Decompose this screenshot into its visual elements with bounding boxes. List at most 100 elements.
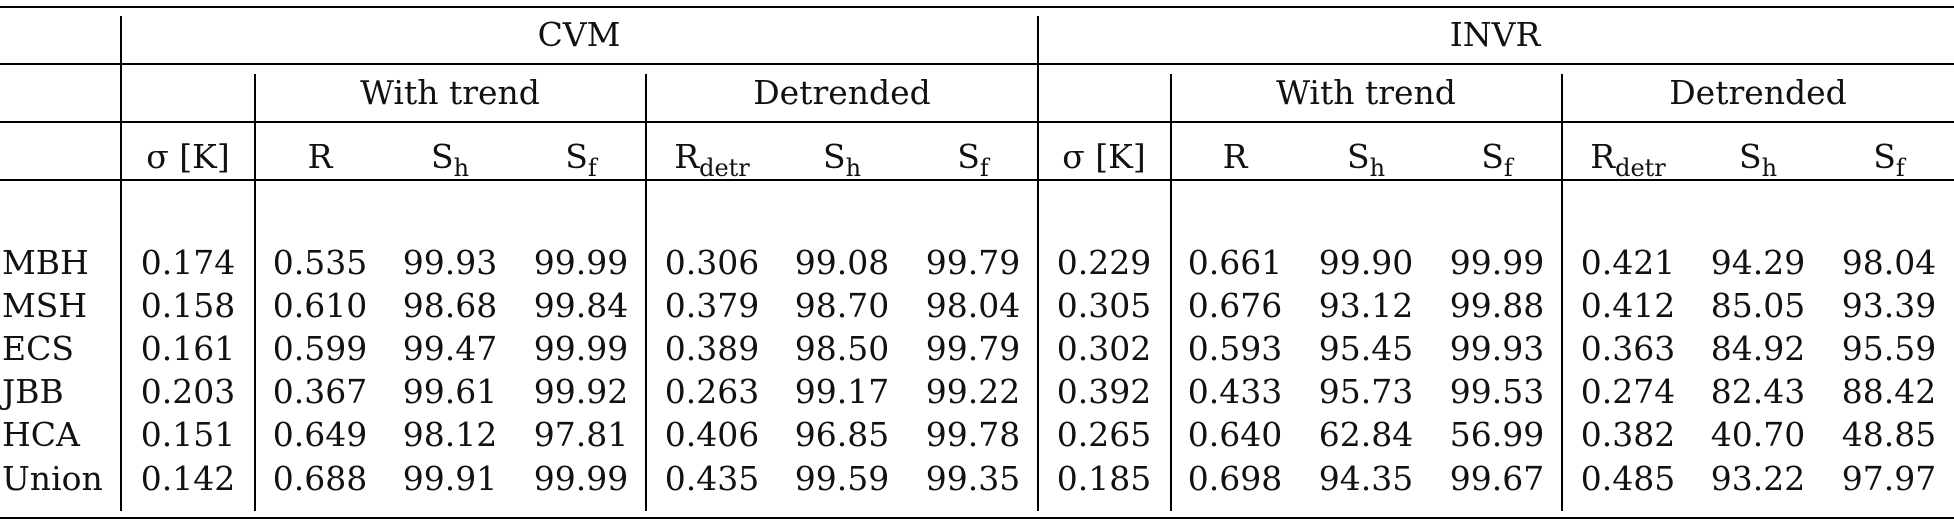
table-cell: 99.99 xyxy=(534,243,628,282)
table-cell: 0.688 xyxy=(273,459,367,498)
table-cell: 0.485 xyxy=(1581,459,1675,498)
col-header-s-h: Sh xyxy=(431,137,469,182)
table-cell: 62.84 xyxy=(1319,415,1413,454)
table-row: ECS 0.161 0.599 99.47 99.99 0.389 98.50 99.79 0.… xyxy=(2,329,1936,368)
table-cell: 0.406 xyxy=(665,415,759,454)
table-cell: 0.610 xyxy=(273,286,367,325)
row-label: ECS xyxy=(2,329,74,368)
table-row: Union 0.142 0.688 99.91 99.99 0.435 99.59 99.35… xyxy=(2,459,1936,498)
table-cell: 0.161 xyxy=(141,329,235,368)
table-cell: 0.274 xyxy=(1581,372,1675,411)
subgroup-invr-detrended: Detrended xyxy=(1669,73,1847,112)
table-row: MBH 0.174 0.535 99.93 99.99 0.306 99.08 99.79 0.… xyxy=(2,243,1936,282)
column-header-row: σ [K] R Sh Sf Rdetr Sh Sf σ [K] R Sh Sf Rdetr Sh Sf xyxy=(146,137,1907,182)
table-cell: 0.535 xyxy=(273,243,367,282)
table-cell: 0.174 xyxy=(141,243,235,282)
table-cell: 84.92 xyxy=(1711,329,1805,368)
table-cell: 99.78 xyxy=(926,415,1020,454)
subgroup-invr-with-trend: With trend xyxy=(1276,73,1456,112)
table-cell: 99.59 xyxy=(795,459,889,498)
table-cell: 40.70 xyxy=(1711,415,1805,454)
table-cell: 96.85 xyxy=(795,415,889,454)
table-cell: 0.265 xyxy=(1057,415,1151,454)
table-cell: 85.05 xyxy=(1711,286,1805,325)
table-cell: 0.305 xyxy=(1057,286,1151,325)
table-cell: 99.79 xyxy=(926,243,1020,282)
row-label: MBH xyxy=(2,243,89,282)
table-cell: 99.93 xyxy=(403,243,497,282)
table-cell: 99.08 xyxy=(795,243,889,282)
subgroup-cvm-detrended: Detrended xyxy=(753,73,931,112)
table-cell: 99.47 xyxy=(403,329,497,368)
table-cell: 0.640 xyxy=(1188,415,1282,454)
col-header-s-h: Sh xyxy=(823,137,861,182)
col-header-s-h: Sh xyxy=(1347,137,1385,182)
table-cell: 95.73 xyxy=(1319,372,1413,411)
table-cell: 93.12 xyxy=(1319,286,1413,325)
table-cell: 0.302 xyxy=(1057,329,1151,368)
row-label: HCA xyxy=(2,415,81,454)
row-label: MSH xyxy=(2,286,87,325)
group-header-cvm: CVM xyxy=(538,15,621,54)
table-cell: 0.698 xyxy=(1188,459,1282,498)
table-cell: 0.599 xyxy=(273,329,367,368)
table-cell: 94.29 xyxy=(1711,243,1805,282)
table-cell: 99.84 xyxy=(534,286,628,325)
col-header-sigma: σ [K] xyxy=(1062,137,1145,176)
table-cell: 99.99 xyxy=(1450,243,1544,282)
table-cell: 98.04 xyxy=(926,286,1020,325)
table-cell: 88.42 xyxy=(1842,372,1936,411)
table-cell: 0.229 xyxy=(1057,243,1151,282)
table-cell: 99.90 xyxy=(1319,243,1413,282)
col-header-r: R xyxy=(1223,137,1249,176)
col-header-s-f: Sf xyxy=(1481,137,1515,182)
table-row: JBB 0.203 0.367 99.61 99.92 0.263 99.17 99.22 0.… xyxy=(0,372,1936,411)
table-cell: 0.306 xyxy=(665,243,759,282)
table-cell: 95.45 xyxy=(1319,329,1413,368)
table-cell: 98.12 xyxy=(403,415,497,454)
results-table: CVM INVR With trend Detrended With trend… xyxy=(0,6,1954,519)
table-cell: 99.35 xyxy=(926,459,1020,498)
table-cell: 82.43 xyxy=(1711,372,1805,411)
table-cell: 98.04 xyxy=(1842,243,1936,282)
table-cell: 99.93 xyxy=(1450,329,1544,368)
table-cell: 99.79 xyxy=(926,329,1020,368)
table-cell: 0.367 xyxy=(273,372,367,411)
table-cell: 98.70 xyxy=(795,286,889,325)
table-cell: 0.593 xyxy=(1188,329,1282,368)
table-row: HCA 0.151 0.649 98.12 97.81 0.406 96.85 99.78 0.… xyxy=(2,415,1936,454)
subgroup-cvm-with-trend: With trend xyxy=(360,73,540,112)
table-cell: 0.203 xyxy=(141,372,235,411)
table-cell: 0.676 xyxy=(1188,286,1282,325)
table-cell: 97.81 xyxy=(534,415,628,454)
group-header-invr: INVR xyxy=(1450,15,1542,54)
table-cell: 0.363 xyxy=(1581,329,1675,368)
col-header-s-f: Sf xyxy=(1873,137,1907,182)
table-cell: 0.185 xyxy=(1057,459,1151,498)
col-header-sigma: σ [K] xyxy=(146,137,229,176)
table-cell: 0.263 xyxy=(665,372,759,411)
table-cell: 99.92 xyxy=(534,372,628,411)
table-cell: 94.35 xyxy=(1319,459,1413,498)
table-cell: 0.389 xyxy=(665,329,759,368)
col-header-r-detr: Rdetr xyxy=(674,137,750,182)
table-cell: 99.99 xyxy=(534,459,628,498)
table-cell: 99.53 xyxy=(1450,372,1544,411)
table-cell: 99.17 xyxy=(795,372,889,411)
table-cell: 0.661 xyxy=(1188,243,1282,282)
col-header-s-f: Sf xyxy=(565,137,599,182)
col-header-r: R xyxy=(308,137,334,176)
table-cell: 99.91 xyxy=(403,459,497,498)
table-cell: 0.392 xyxy=(1057,372,1151,411)
table-cell: 0.142 xyxy=(141,459,235,498)
table-cell: 93.22 xyxy=(1711,459,1805,498)
col-header-r-detr: Rdetr xyxy=(1590,137,1666,182)
table-cell: 97.97 xyxy=(1842,459,1936,498)
table-cell: 99.22 xyxy=(926,372,1020,411)
table-cell: 99.99 xyxy=(534,329,628,368)
table-cell: 56.99 xyxy=(1450,415,1544,454)
table-cell: 0.433 xyxy=(1188,372,1282,411)
table-cell: 0.379 xyxy=(665,286,759,325)
table-cell: 48.85 xyxy=(1842,415,1936,454)
table-cell: 95.59 xyxy=(1842,329,1936,368)
